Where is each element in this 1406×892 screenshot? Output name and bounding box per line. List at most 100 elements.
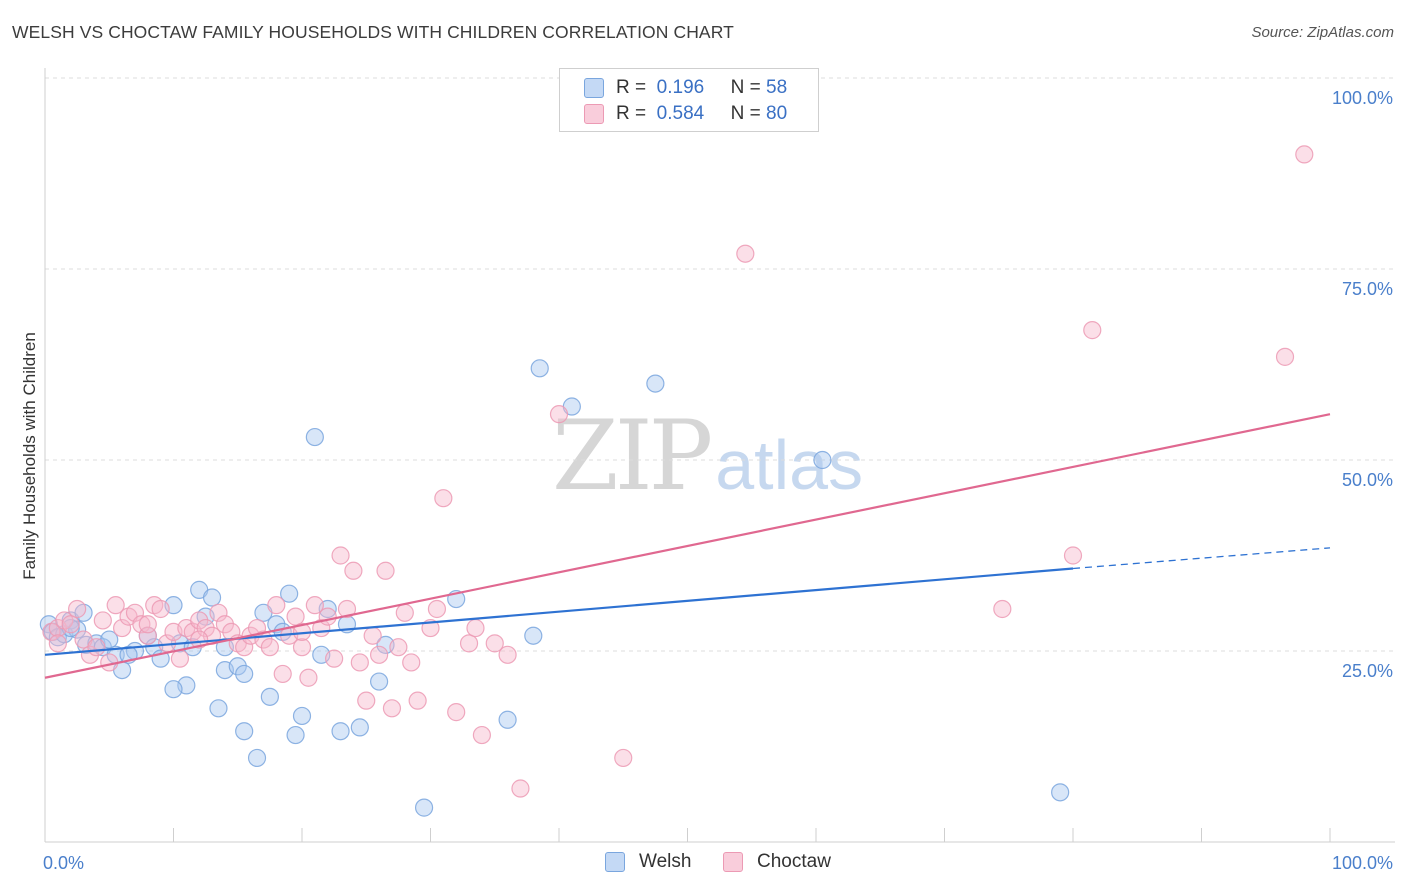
welsh-trend-extension <box>1072 547 1331 570</box>
stats-legend: R = 0.196 N = 58 R = 0.584 N = 80 <box>559 68 819 132</box>
welsh-point <box>1051 783 1070 802</box>
choctaw-point <box>363 626 382 645</box>
welsh-point <box>414 798 434 817</box>
choctaw-point <box>1275 347 1295 366</box>
welsh-point <box>350 718 369 737</box>
choctaw-point <box>337 599 357 619</box>
choctaw-point <box>549 405 569 424</box>
choctaw-point <box>389 638 408 657</box>
legend-n-label: N = <box>730 103 761 124</box>
welsh-point <box>235 722 254 741</box>
choctaw-point <box>267 596 286 615</box>
choctaw-point <box>209 603 228 622</box>
choctaw-point <box>1083 321 1102 340</box>
choctaw-point <box>112 618 132 638</box>
choctaw-point <box>344 561 363 580</box>
welsh-point <box>524 626 543 645</box>
x-tick-label-max: 100.0% <box>1332 853 1393 873</box>
choctaw-point <box>614 748 633 768</box>
choctaw-swatch <box>723 852 743 872</box>
choctaw-point <box>196 618 215 638</box>
welsh-point <box>260 687 279 706</box>
welsh-point <box>646 374 665 393</box>
choctaw-point <box>93 611 112 630</box>
bottom-legend-choctaw: Choctaw <box>723 851 831 873</box>
legend-label-choctaw: Choctaw <box>757 851 831 872</box>
legend-r-label: R = <box>616 77 647 98</box>
welsh-point <box>331 722 350 741</box>
choctaw-point <box>48 634 67 653</box>
choctaw-point <box>459 634 479 653</box>
choctaw-point <box>151 599 170 619</box>
choctaw-point <box>305 596 324 615</box>
choctaw-point <box>376 561 395 580</box>
welsh-point <box>305 427 324 447</box>
y-tick-label: 50.0% <box>1342 470 1393 490</box>
choctaw-point <box>472 725 491 745</box>
choctaw-point <box>190 630 209 649</box>
choctaw-point <box>132 615 151 634</box>
choctaw-point <box>1295 145 1314 164</box>
chart-title: WELSH VS CHOCTAW FAMILY HOUSEHOLDS WITH … <box>12 22 734 42</box>
choctaw-point <box>325 649 344 668</box>
choctaw-point <box>408 691 427 710</box>
choctaw-point <box>498 645 517 664</box>
choctaw-point <box>299 668 318 687</box>
source-credit: Source: ZipAtlas.com <box>1251 24 1394 41</box>
welsh-point <box>164 680 183 699</box>
choctaw-point <box>215 615 234 634</box>
welsh-point <box>280 584 299 603</box>
legend-n-value: 58 <box>766 77 788 98</box>
choctaw-point <box>138 615 157 634</box>
choctaw-point <box>106 596 125 615</box>
choctaw-point <box>190 611 209 630</box>
welsh-point <box>292 706 312 726</box>
choctaw-point <box>170 649 190 668</box>
welsh-point <box>228 657 247 676</box>
choctaw-point <box>292 638 312 657</box>
choctaw-point <box>331 546 350 565</box>
welsh-point <box>286 725 305 745</box>
welsh-swatch <box>605 852 625 872</box>
choctaw-swatch <box>584 104 604 124</box>
welsh-point <box>498 710 517 729</box>
choctaw-point <box>1063 546 1083 565</box>
welsh-point <box>209 699 228 718</box>
welsh-point <box>530 359 549 378</box>
y-tick-label: 100.0% <box>1332 88 1393 108</box>
choctaw-point <box>61 615 80 634</box>
choctaw-point <box>434 489 453 508</box>
choctaw-point <box>68 599 87 619</box>
welsh-point <box>61 618 80 638</box>
choctaw-point <box>485 634 504 653</box>
welsh-point <box>247 748 267 768</box>
choctaw-point <box>466 618 485 638</box>
legend-row-choctaw: R = 0.584 N = 80 <box>584 101 787 127</box>
choctaw-point <box>511 779 530 798</box>
legend-r-label: R = <box>616 103 647 124</box>
welsh-point <box>813 450 832 470</box>
choctaw-point <box>736 244 755 263</box>
choctaw-point <box>357 691 376 710</box>
choctaw-point <box>427 599 447 619</box>
choctaw-point <box>87 638 106 657</box>
choctaw-point <box>402 653 421 672</box>
legend-r-value: 0.584 <box>656 103 705 124</box>
choctaw-trend-line <box>44 413 1331 679</box>
x-tick-label-min: 0.0% <box>43 853 84 873</box>
legend-row-welsh: R = 0.196 N = 58 <box>584 75 787 101</box>
zipatlas-watermark: ZIPatlas <box>552 400 864 512</box>
choctaw-point <box>370 645 389 664</box>
choctaw-point <box>350 653 369 672</box>
y-tick-label: 25.0% <box>1342 661 1393 681</box>
welsh-point <box>235 664 254 684</box>
choctaw-point <box>382 699 402 718</box>
choctaw-point <box>447 703 466 722</box>
choctaw-point <box>260 638 279 657</box>
welsh-trend-line <box>44 567 1074 656</box>
choctaw-point <box>125 603 145 622</box>
choctaw-point <box>286 607 305 626</box>
choctaw-point <box>395 603 414 622</box>
choctaw-point <box>318 607 337 626</box>
choctaw-point <box>993 599 1012 619</box>
